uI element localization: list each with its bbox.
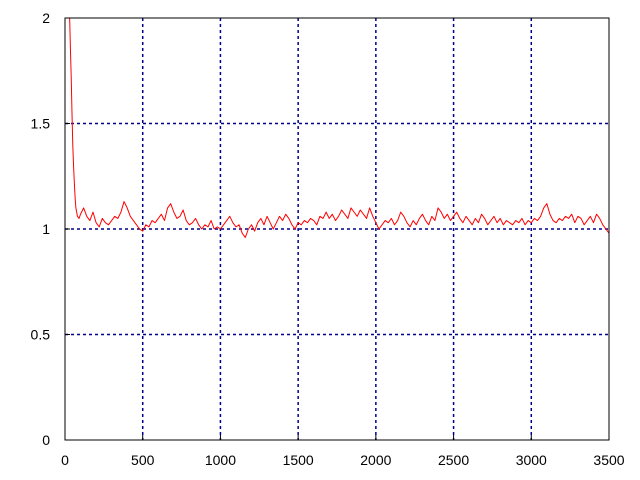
axis-ticks: 0 500 1000 1500 2000 2500 3000 3500 0 0.5 1 1.5 2 xyxy=(31,10,625,468)
x-tick-label: 2000 xyxy=(360,452,391,468)
y-tick-label: 1.5 xyxy=(31,116,51,132)
x-tick-label: 1000 xyxy=(205,452,236,468)
x-tick-label: 500 xyxy=(131,452,155,468)
y-tick-label: 2 xyxy=(42,10,50,26)
series-line xyxy=(69,17,610,238)
y-tick-label: 1 xyxy=(42,221,50,237)
y-tick-label: 0.5 xyxy=(31,327,51,343)
series-layer xyxy=(69,17,610,238)
x-tick-label: 2500 xyxy=(438,452,469,468)
y-tick-label: 0 xyxy=(42,432,50,448)
x-tick-label: 3500 xyxy=(593,452,624,468)
x-tick-label: 0 xyxy=(61,452,69,468)
x-tick-label: 3000 xyxy=(516,452,547,468)
x-tick-label: 1500 xyxy=(283,452,314,468)
